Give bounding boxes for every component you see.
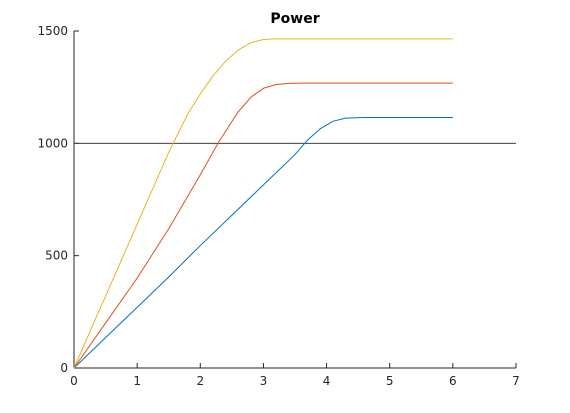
chart-title: Power — [270, 11, 319, 27]
plot-area: 0 1 2 3 4 5 6 7 0 500 1000 1500 — [37, 24, 519, 388]
y-tick-label: 1000 — [37, 136, 68, 150]
x-tick-label: 1 — [133, 374, 141, 388]
x-tick-label: 5 — [386, 374, 394, 388]
y-tick-label: 0 — [60, 361, 68, 375]
series-line-3 — [73, 38, 453, 369]
x-tick-label: 4 — [323, 374, 331, 388]
x-tick-label: 3 — [260, 374, 268, 388]
y-tick-label: 1500 — [37, 24, 68, 38]
x-tick-label: 7 — [512, 374, 520, 388]
series-line-2 — [73, 82, 453, 369]
x-tick-label: 2 — [196, 374, 204, 388]
x-tick-label: 6 — [449, 374, 457, 388]
x-tick-label: 0 — [70, 374, 78, 388]
series-line-1 — [73, 117, 453, 369]
y-tick-label: 500 — [45, 249, 68, 263]
